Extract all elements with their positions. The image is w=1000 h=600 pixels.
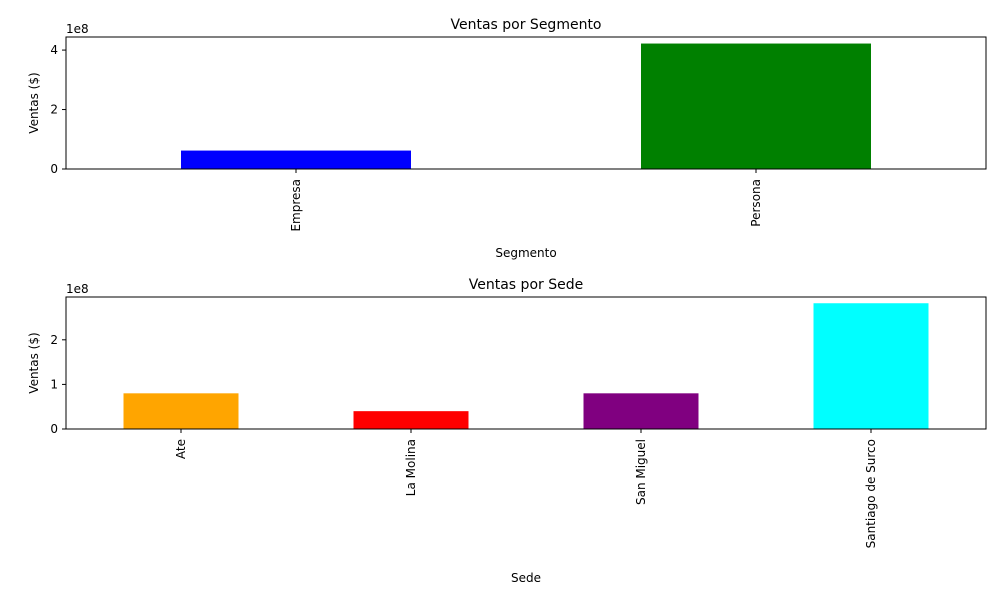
bar-ate	[123, 393, 239, 429]
plot-frame	[65, 36, 987, 170]
x-tick-label: Ate	[174, 439, 188, 459]
y-tick-label: 0	[50, 422, 58, 436]
x-axis: Ate La Molina San Miguel Santiago de Surco	[174, 429, 878, 548]
plot-frame	[65, 296, 987, 430]
bars	[181, 43, 871, 169]
y-offset-label: 1e8	[66, 22, 89, 36]
y-tick-label: 4	[50, 43, 58, 57]
y-axis: 0 1 2	[50, 333, 66, 436]
x-tick-label: Empresa	[289, 179, 303, 232]
y-axis-label: Ventas ($)	[27, 72, 41, 133]
y-tick-label: 2	[50, 333, 58, 347]
x-tick-label: La Molina	[404, 439, 418, 496]
y-tick-label: 2	[50, 103, 58, 117]
y-tick-label: 0	[50, 162, 58, 176]
bar-empresa	[181, 150, 411, 169]
x-tick-label: Santiago de Surco	[864, 439, 878, 548]
bar-persona	[641, 43, 871, 169]
y-axis: 0 2 4	[50, 43, 66, 176]
bar-san-miguel	[583, 393, 699, 429]
bar-santiago-de-surco	[813, 303, 929, 429]
chart-title: Ventas por Segmento	[450, 17, 601, 33]
y-tick-label: 1	[50, 377, 58, 391]
chart-title: Ventas por Sede	[469, 277, 583, 293]
bars	[123, 303, 929, 429]
x-axis: Empresa Persona	[289, 169, 763, 232]
x-axis-label: Segmento	[495, 246, 556, 260]
chart-sede: Ventas por Sede 1e8 0 1 2 Ate La Molina San …	[27, 277, 987, 585]
chart-segmento: Ventas por Segmento 1e8 0 2 4 Empresa Perso…	[27, 17, 987, 260]
x-tick-label: San Miguel	[634, 439, 648, 505]
x-axis-label: Sede	[511, 571, 541, 585]
y-axis-label: Ventas ($)	[27, 332, 41, 393]
bar-la-molina	[353, 411, 469, 429]
x-tick-label: Persona	[749, 179, 763, 227]
y-offset-label: 1e8	[66, 282, 89, 296]
